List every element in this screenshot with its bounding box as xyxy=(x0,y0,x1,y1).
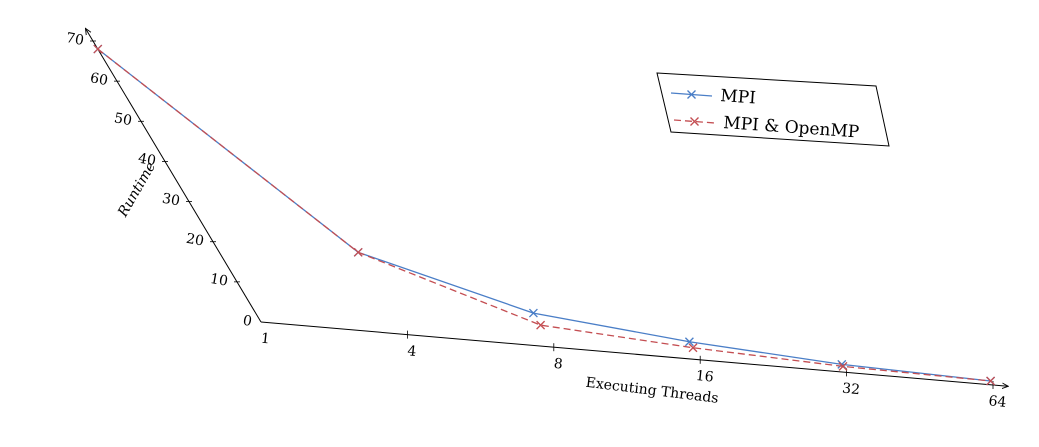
data-point xyxy=(684,337,694,347)
legend-marker xyxy=(690,117,699,126)
x-tick-label: 64 xyxy=(988,393,1007,411)
legend-swatch xyxy=(673,119,716,124)
series-layer xyxy=(93,44,996,386)
legend-marker xyxy=(687,90,696,99)
legend-box xyxy=(656,72,890,147)
x-tick-label: 4 xyxy=(407,343,418,360)
data-point xyxy=(688,343,698,353)
data-point xyxy=(536,320,546,330)
data-point xyxy=(986,376,996,386)
y-tick-label: 50 xyxy=(113,110,133,129)
y-tick-label: 70 xyxy=(65,30,85,49)
x-tick-label: 8 xyxy=(553,356,564,373)
series-1 xyxy=(93,44,996,386)
y-tick-label: 30 xyxy=(161,191,181,210)
series-line xyxy=(97,48,991,382)
data-point xyxy=(353,247,363,257)
y-tick-label: 60 xyxy=(89,70,109,89)
x-tick-label: 16 xyxy=(695,368,714,386)
y-tick-label: 20 xyxy=(185,231,205,250)
y-tick-label: 40 xyxy=(137,151,157,170)
x-ticks: 1 4 8 16 32 64 xyxy=(260,331,1007,411)
x-tick-label: 1 xyxy=(260,331,271,348)
data-point xyxy=(838,361,848,371)
y-ticks: 0 10 20 30 40 50 60 70 xyxy=(65,30,253,330)
data-point xyxy=(93,44,103,54)
y-tick-label: 0 xyxy=(242,313,254,330)
legend-item: MPI xyxy=(670,86,757,108)
legend-label: MPI xyxy=(720,86,757,108)
y-axis-title: Runtime xyxy=(115,159,159,220)
y-axis xyxy=(86,29,262,323)
axes xyxy=(86,29,1008,386)
y-tick-label: 10 xyxy=(209,271,229,290)
x-tick-label: 32 xyxy=(841,381,860,399)
data-point xyxy=(528,308,538,318)
x-axis xyxy=(260,321,1008,386)
